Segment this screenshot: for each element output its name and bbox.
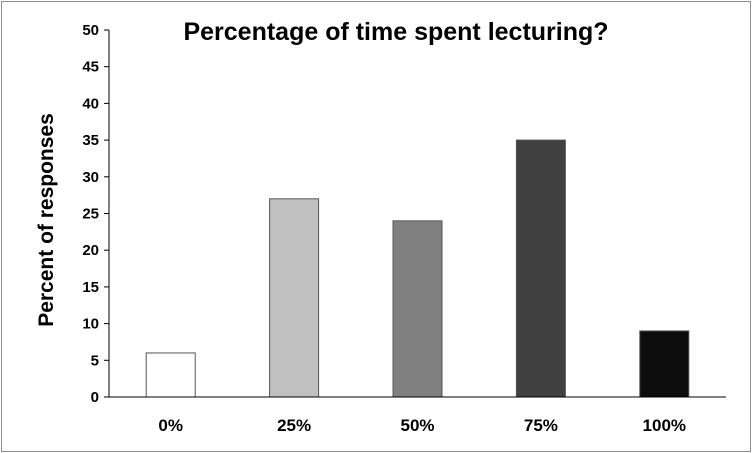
y-tick-label: 10 (82, 316, 99, 333)
y-tick-label: 40 (82, 95, 99, 112)
x-tick-label: 0% (158, 416, 183, 435)
bar-3 (392, 220, 443, 398)
bar-1 (145, 352, 196, 398)
bar-5 (639, 330, 690, 398)
x-tick-label: 50% (400, 416, 434, 435)
y-tick-label: 45 (82, 59, 99, 76)
y-tick-label: 15 (82, 279, 99, 296)
y-tick-label: 30 (82, 169, 99, 186)
bar-2 (269, 198, 320, 398)
y-tick-label: 35 (82, 132, 99, 149)
y-tick-label: 50 (82, 22, 99, 39)
chart-title: Percentage of time spent lecturing? (183, 18, 608, 46)
x-tick-label: 100% (643, 416, 686, 435)
y-tick-label: 20 (82, 242, 99, 259)
bars (145, 139, 690, 398)
x-tick-label: 25% (277, 416, 311, 435)
y-axis-label: Percent of responses (35, 113, 58, 327)
x-tick-label: 75% (524, 416, 558, 435)
x-axis-labels: 0% 25% 50% 75% 100% (158, 416, 686, 435)
y-axis-ticks: 0 5 10 15 20 25 30 35 40 45 50 (82, 22, 109, 406)
y-tick-label: 5 (91, 352, 99, 369)
y-tick-label: 25 (82, 206, 99, 223)
y-tick-label: 0 (91, 389, 99, 406)
bar-4 (515, 139, 566, 398)
